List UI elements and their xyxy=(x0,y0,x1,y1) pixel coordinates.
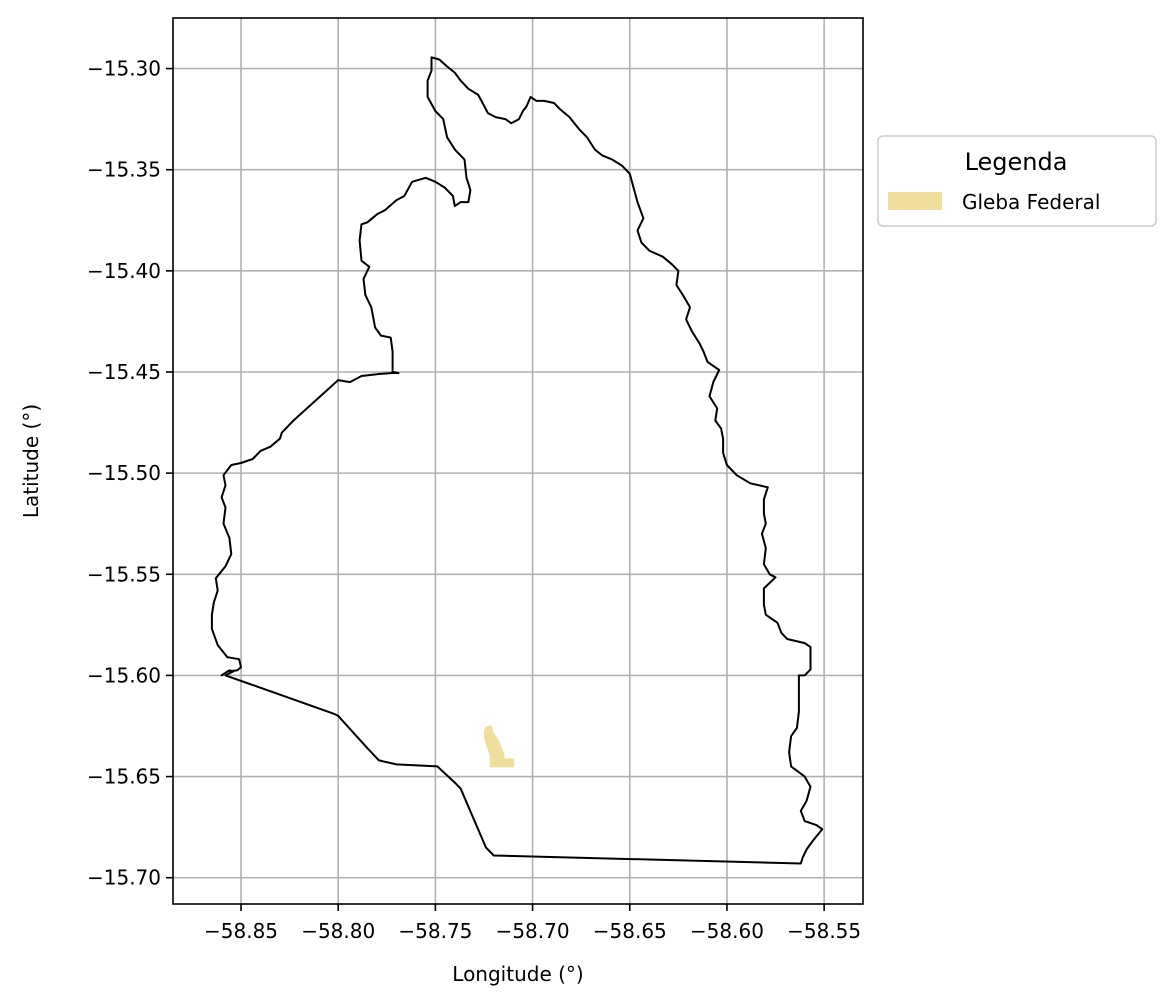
y-tick-label: −15.30 xyxy=(87,57,161,81)
legend: Legenda Gleba Federal xyxy=(877,135,1157,227)
y-tick-label: −15.45 xyxy=(87,360,161,384)
grid-lines xyxy=(173,18,863,904)
x-tick-label: −58.75 xyxy=(398,919,472,943)
x-tick-label: −58.65 xyxy=(593,919,667,943)
y-tick-label: −15.35 xyxy=(87,158,161,182)
y-tick-label: −15.55 xyxy=(87,562,161,586)
y-tick-label: −15.40 xyxy=(87,259,161,283)
legend-label-gleba-federal: Gleba Federal xyxy=(962,190,1100,214)
plot-frame xyxy=(172,17,864,905)
legend-swatch-gleba-federal xyxy=(888,192,942,210)
gleba-federal-area xyxy=(484,725,515,768)
legend-title: Legenda xyxy=(965,148,1068,176)
y-tick-label: −15.70 xyxy=(87,866,161,890)
legend-box xyxy=(877,135,1157,227)
x-tick-label: −58.55 xyxy=(787,919,861,943)
y-tick-label: −15.65 xyxy=(87,765,161,789)
x-tick-label: −58.80 xyxy=(301,919,375,943)
x-axis-ticks: −58.85 −58.80 −58.75 −58.70 −58.65 −58.60 −58.… xyxy=(204,904,861,943)
x-tick-label: −58.70 xyxy=(496,919,570,943)
municipality-boundary xyxy=(210,56,824,865)
y-tick-label: −15.50 xyxy=(87,461,161,485)
x-tick-label: −58.85 xyxy=(204,919,278,943)
y-axis-label: Latitude (°) xyxy=(19,404,43,518)
y-tick-label: −15.60 xyxy=(87,663,161,687)
y-axis-ticks: −15.30 −15.35 −15.40 −15.45 −15.50 −15.55 −15.… xyxy=(87,57,173,890)
x-axis-label: Longitude (°) xyxy=(452,962,583,986)
x-tick-label: −58.60 xyxy=(690,919,764,943)
